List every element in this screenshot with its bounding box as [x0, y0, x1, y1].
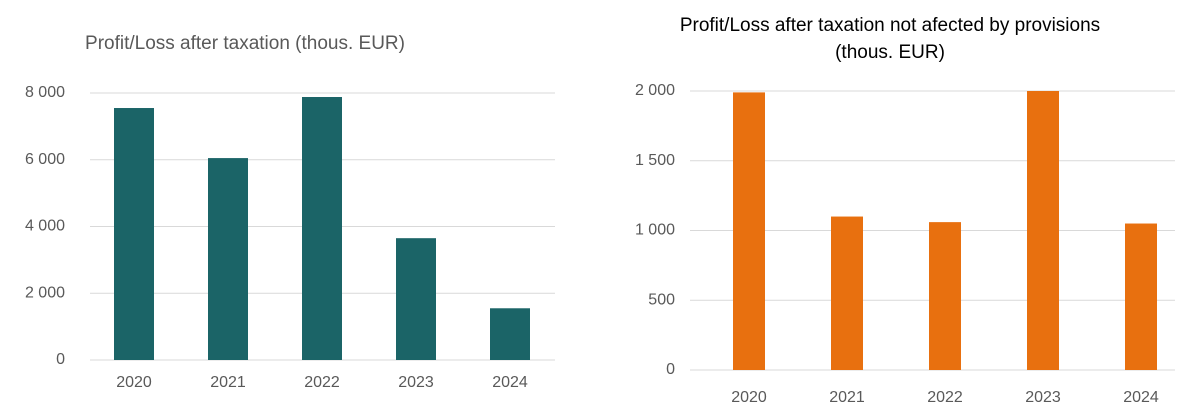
x-tick-label: 2023 [1025, 389, 1061, 406]
x-tick-label: 2022 [927, 389, 963, 406]
x-tick-label: 2024 [492, 374, 528, 391]
y-tick-label: 4 000 [25, 218, 65, 235]
y-tick-label: 0 [666, 361, 675, 378]
bar [1027, 91, 1059, 370]
x-tick-label: 2020 [116, 374, 152, 391]
y-tick-label: 1 000 [635, 222, 675, 239]
x-tick-label: 2021 [829, 389, 865, 406]
y-tick-label: 2 000 [25, 284, 65, 301]
bar [490, 308, 530, 360]
bar [929, 222, 961, 370]
y-tick-label: 2 000 [635, 82, 675, 99]
bar [396, 238, 436, 360]
chart-title: Profit/Loss after taxation (thous. EUR) [85, 33, 405, 54]
y-tick-label: 8 000 [25, 84, 65, 101]
bar [302, 97, 342, 360]
x-tick-label: 2023 [398, 374, 434, 391]
x-tick-label: 2024 [1123, 389, 1159, 406]
bar [831, 216, 863, 370]
bar [1125, 223, 1157, 370]
bar [114, 108, 154, 360]
y-tick-label: 500 [648, 291, 675, 308]
x-tick-label: 2022 [304, 374, 340, 391]
x-tick-label: 2021 [210, 374, 246, 391]
chart-title: Profit/Loss after taxation not afected b… [679, 15, 1101, 63]
y-tick-label: 0 [56, 351, 65, 368]
y-tick-label: 6 000 [25, 151, 65, 168]
y-tick-label: 1 500 [635, 152, 675, 169]
bar [208, 158, 248, 360]
x-tick-label: 2020 [731, 389, 767, 406]
bar [733, 92, 765, 371]
